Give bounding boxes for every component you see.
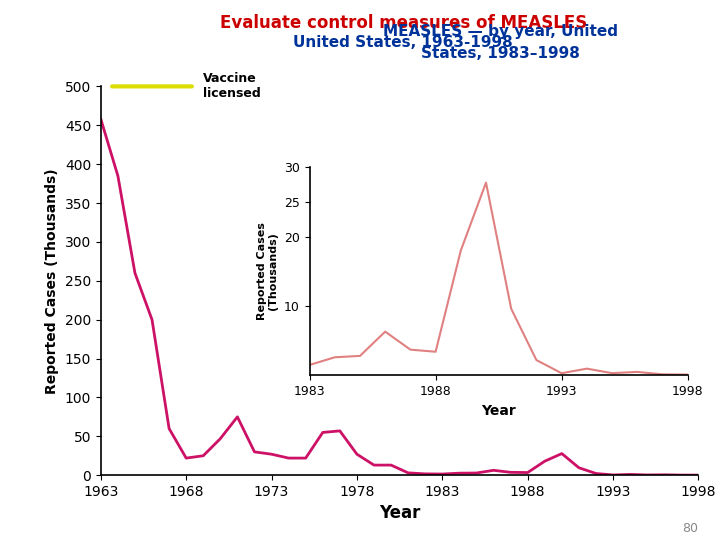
X-axis label: Year: Year	[379, 504, 420, 523]
Text: Vaccine
licensed: Vaccine licensed	[203, 72, 261, 100]
Text: Evaluate control measures of MEASLES: Evaluate control measures of MEASLES	[220, 14, 587, 31]
Y-axis label: Reported Cases
(Thousands): Reported Cases (Thousands)	[257, 222, 279, 320]
X-axis label: Year: Year	[481, 403, 516, 417]
Text: United States, 1963-1998: United States, 1963-1998	[293, 35, 513, 50]
Text: MEASLES — by year, United: MEASLES — by year, United	[383, 24, 618, 39]
Y-axis label: Reported Cases (Thousands): Reported Cases (Thousands)	[45, 168, 59, 394]
Text: 80: 80	[683, 522, 698, 535]
Text: States, 1983–1998: States, 1983–1998	[421, 46, 580, 61]
